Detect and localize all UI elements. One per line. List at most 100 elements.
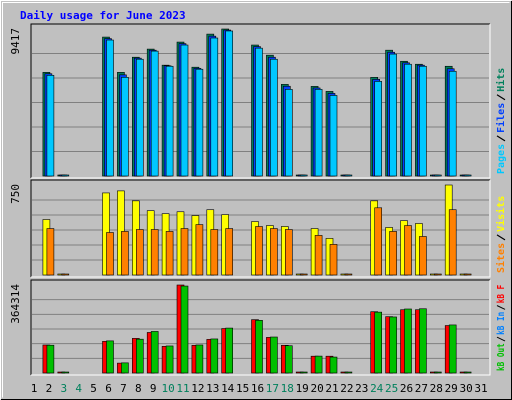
bar	[270, 336, 278, 374]
x-tick-label: 8	[135, 382, 142, 395]
x-tick-label: 18	[281, 382, 294, 395]
y-tick-label: 750	[9, 184, 22, 204]
x-tick-label: 27	[415, 382, 428, 395]
bar	[270, 58, 278, 177]
x-tick-label: 9	[150, 382, 157, 395]
bar	[389, 53, 397, 177]
x-tick-label: 24	[370, 382, 384, 395]
bar	[389, 231, 397, 276]
bar	[150, 229, 159, 276]
legend-label: Visits	[495, 196, 507, 232]
panel-bevel	[30, 23, 490, 178]
legend-label: kB Out	[496, 343, 507, 371]
bar	[165, 345, 174, 374]
bar	[61, 273, 70, 276]
bar	[419, 236, 427, 276]
bar	[284, 89, 293, 177]
bar	[329, 244, 338, 276]
x-tick-label: 21	[325, 382, 338, 395]
bar	[419, 65, 427, 177]
bar	[255, 47, 263, 177]
bar	[46, 75, 55, 177]
panel-bevel	[30, 279, 490, 375]
bar	[106, 39, 114, 177]
bar	[404, 308, 412, 374]
bar	[329, 356, 338, 374]
bar	[165, 65, 174, 177]
x-tick-label: 11	[176, 382, 189, 395]
x-tick-label: 29	[445, 382, 458, 395]
panel-bevel	[31, 180, 491, 278]
bar	[61, 371, 70, 374]
legend: Sites Visits	[495, 196, 507, 273]
x-tick-label: 17	[266, 382, 279, 395]
legend-label: kB In	[496, 312, 507, 335]
bar	[284, 229, 293, 276]
legend: kB Out kB In kB F	[496, 285, 507, 371]
bar	[136, 58, 144, 177]
bar	[329, 95, 338, 177]
x-tick-label: 25	[385, 382, 398, 395]
bar	[180, 44, 189, 177]
bar	[210, 229, 219, 276]
x-tick-label: 5	[90, 382, 97, 395]
panel-bevel	[31, 280, 491, 376]
bar	[314, 89, 323, 177]
bar	[121, 77, 129, 177]
x-tick-label: 26	[400, 382, 413, 395]
legend-separator	[496, 135, 506, 142]
bar	[344, 273, 353, 276]
y-tick-label: 9417	[9, 28, 22, 55]
panel-bevel	[31, 24, 491, 179]
bar	[210, 338, 219, 374]
x-tick-label: 22	[340, 382, 353, 395]
x-tick-label: 28	[430, 382, 443, 395]
x-tick-label: 30	[459, 382, 472, 395]
bar	[433, 371, 442, 374]
bar	[433, 273, 442, 276]
bar	[374, 207, 383, 276]
bar	[389, 316, 397, 374]
bar	[225, 228, 233, 276]
bar	[448, 70, 457, 177]
bar	[255, 320, 263, 374]
legend-separator	[496, 305, 506, 310]
legend-label: kB F	[496, 285, 507, 303]
bar	[284, 345, 293, 374]
x-tick-label: 4	[75, 382, 82, 395]
bar	[419, 308, 427, 374]
x-tick-label: 19	[296, 382, 309, 395]
legend-separator	[496, 336, 506, 342]
bar	[314, 355, 323, 374]
legend-separator	[496, 94, 506, 101]
x-tick-label: 15	[236, 382, 249, 395]
bar	[46, 344, 55, 374]
bar	[374, 81, 383, 177]
bar	[136, 338, 144, 374]
bar	[106, 340, 114, 374]
bar	[106, 232, 114, 276]
bar	[121, 362, 129, 374]
x-tick-label: 1	[31, 382, 38, 395]
bar	[210, 37, 219, 177]
x-tick-label: 7	[120, 382, 127, 395]
bar	[463, 174, 472, 177]
bar	[121, 231, 129, 276]
bar	[404, 225, 412, 276]
x-tick-label: 6	[105, 382, 112, 395]
bar	[270, 228, 278, 276]
bar	[195, 344, 204, 374]
legend: Pages Files Hits	[495, 68, 507, 174]
x-tick-label: 3	[60, 382, 67, 395]
x-tick-label: 23	[355, 382, 368, 395]
bar	[150, 331, 159, 374]
x-tick-label: 20	[310, 382, 323, 395]
bar	[61, 174, 70, 177]
x-tick-label: 31	[474, 382, 487, 395]
bar	[165, 231, 174, 276]
x-tick-label: 13	[206, 382, 219, 395]
x-tick-label: 2	[46, 382, 53, 395]
